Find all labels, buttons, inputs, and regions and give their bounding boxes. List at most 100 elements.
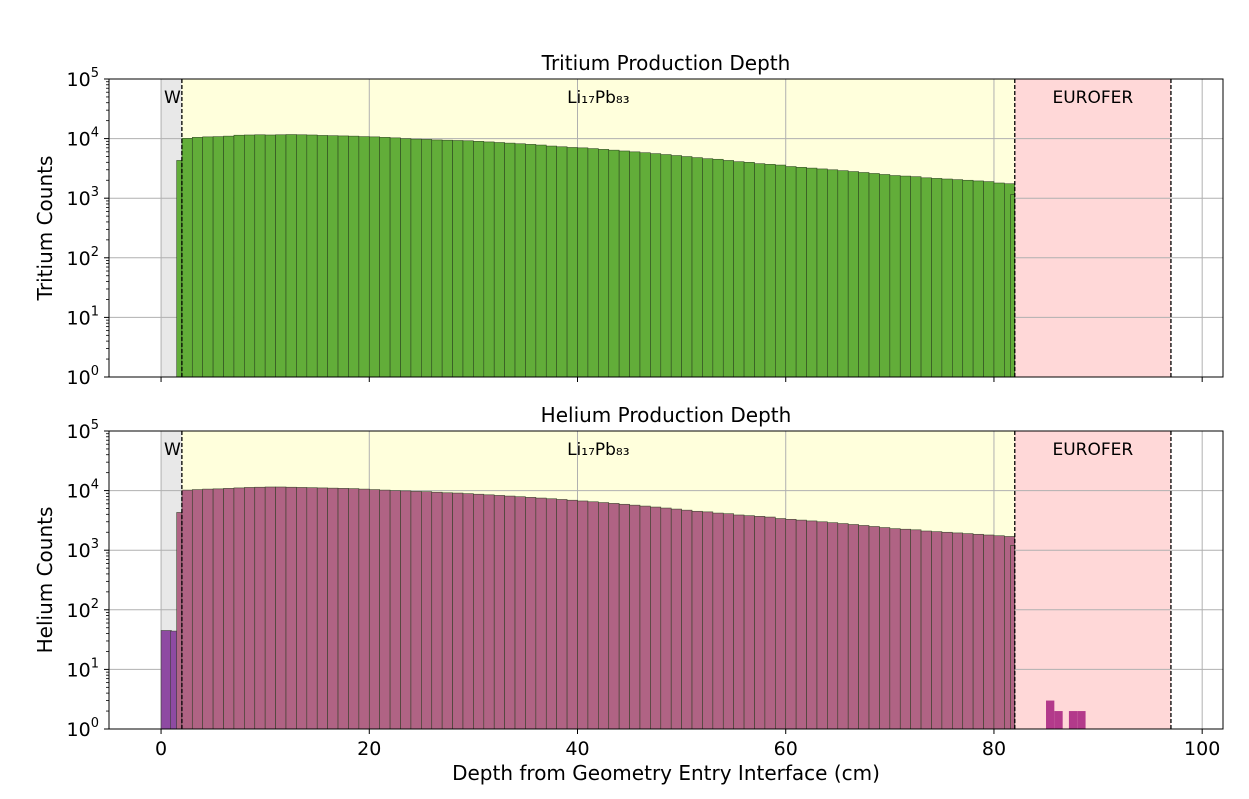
x-tick-label: 0 — [155, 738, 167, 760]
x-axis-label: Depth from Geometry Entry Interface (cm) — [452, 761, 880, 785]
bar — [566, 147, 578, 378]
bar — [441, 492, 453, 730]
bar — [598, 502, 610, 730]
region-2 — [1014, 431, 1171, 729]
y-tick-label: 104 — [67, 478, 99, 503]
bar — [993, 535, 1005, 730]
bar — [452, 140, 464, 378]
bar — [264, 486, 276, 730]
bar — [348, 488, 360, 730]
bar — [358, 488, 370, 730]
bar — [920, 177, 932, 378]
bar — [795, 519, 807, 730]
bar — [577, 500, 589, 730]
bar — [379, 489, 391, 730]
bar — [733, 161, 745, 378]
bar — [702, 511, 714, 730]
y-tick-label: 100 — [67, 716, 99, 741]
bar — [337, 135, 349, 378]
bar — [733, 514, 745, 730]
bar — [691, 157, 703, 378]
bar — [993, 182, 1005, 378]
bar — [941, 178, 953, 378]
chart-title: Helium Production Depth — [541, 403, 792, 427]
bar — [556, 146, 568, 378]
bar — [629, 504, 641, 730]
bar — [202, 136, 214, 378]
bar — [504, 495, 516, 730]
bar — [827, 522, 839, 730]
bar — [410, 491, 422, 730]
bar — [816, 521, 828, 730]
bar — [212, 136, 224, 378]
bar — [493, 495, 505, 730]
bar — [233, 134, 245, 378]
bar — [348, 135, 360, 378]
bar — [847, 171, 859, 378]
bar — [556, 499, 568, 730]
bar — [972, 180, 984, 378]
bar — [327, 135, 339, 378]
region-label: Li₁₇Pb₈₃ — [567, 88, 630, 108]
bar — [285, 486, 297, 730]
bar — [681, 509, 693, 730]
bar — [493, 142, 505, 378]
bar — [837, 523, 849, 730]
bar — [316, 487, 328, 730]
bar — [847, 524, 859, 730]
bar — [618, 503, 630, 730]
y-axis-label: Tritium Counts — [33, 156, 57, 302]
bar — [296, 134, 308, 378]
y-tick-label: 103 — [67, 537, 99, 562]
bar — [598, 149, 610, 378]
bar — [337, 488, 349, 730]
x-tick-label: 80 — [982, 738, 1006, 760]
bar — [608, 503, 620, 730]
bar — [368, 136, 380, 378]
bar — [702, 158, 714, 378]
bar — [722, 160, 734, 378]
bar — [431, 139, 443, 378]
bar — [629, 151, 641, 378]
bar — [212, 488, 224, 730]
bar — [181, 138, 193, 378]
bar — [910, 529, 922, 730]
bar — [650, 506, 662, 730]
bar — [327, 487, 339, 730]
y-tick-label: 105 — [67, 66, 99, 91]
bar — [972, 533, 984, 730]
bar — [545, 145, 557, 378]
bar — [421, 491, 433, 730]
x-tick-label: 40 — [565, 738, 589, 760]
bar — [431, 491, 443, 730]
tritium-panel: W Li₁₇Pb₈₃ EUROFER 100 101 102 103 104 105 Tritiu… — [33, 51, 1224, 389]
bar — [899, 175, 911, 378]
bar — [983, 181, 995, 378]
bar — [275, 486, 287, 730]
bar — [176, 160, 183, 378]
bar — [983, 534, 995, 730]
bar — [275, 134, 287, 378]
y-axis-label: Helium Counts — [33, 507, 57, 654]
bar — [514, 496, 526, 730]
bar — [358, 136, 370, 378]
region-label: W — [164, 88, 181, 108]
bar — [795, 166, 807, 378]
bar — [837, 170, 849, 378]
bar — [785, 166, 797, 378]
bar — [483, 141, 495, 378]
bar — [639, 505, 651, 730]
region-label: Li₁₇Pb₈₃ — [567, 440, 630, 460]
bar — [389, 490, 401, 730]
bar — [176, 512, 183, 730]
helium-panel: W Li₁₇Pb₈₃ EUROFER 0 20 40 60 80 100 100 101 102 103… — [33, 403, 1224, 785]
eurofer-bar — [1077, 711, 1086, 729]
bar — [525, 497, 537, 730]
bar — [535, 497, 547, 730]
bar — [483, 494, 495, 730]
bar — [806, 520, 818, 730]
y-tick-label: 102 — [67, 597, 99, 622]
eurofer-bar — [1068, 711, 1078, 729]
bar — [639, 152, 651, 378]
bar — [941, 531, 953, 730]
